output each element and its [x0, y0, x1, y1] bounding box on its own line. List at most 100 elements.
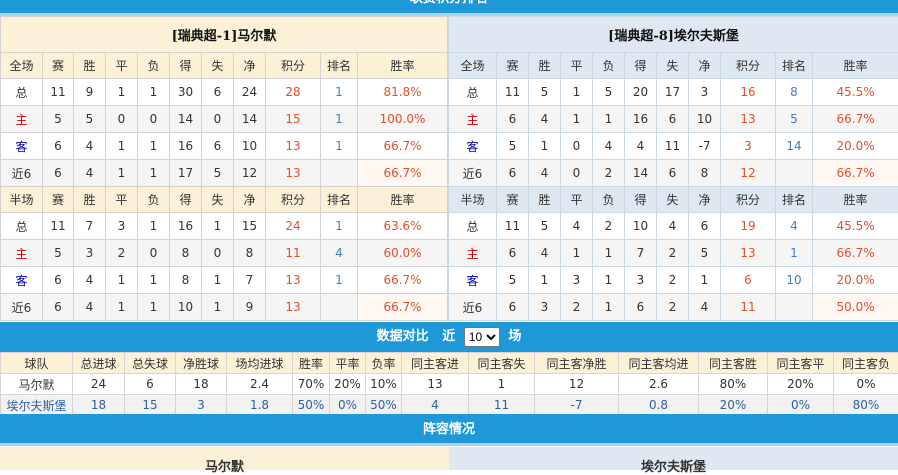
column-header: 净	[234, 187, 266, 213]
column-header: 排名	[776, 187, 813, 213]
cell: 12	[721, 160, 776, 187]
compare-header: 同主客负	[834, 353, 898, 374]
cell: 总	[1, 213, 43, 240]
cell: 4	[529, 160, 561, 187]
cell: 6	[657, 160, 689, 187]
column-header: 平	[106, 53, 138, 79]
cell: 14	[625, 160, 657, 187]
cell: 8	[234, 240, 266, 267]
compare-header: 平率	[330, 353, 366, 374]
column-header: 胜	[529, 187, 561, 213]
cell: 5	[689, 240, 721, 267]
cell: 1	[776, 240, 813, 267]
column-header: 胜	[529, 53, 561, 79]
compare-header: 同主客均进	[619, 353, 699, 374]
cell: 0	[106, 106, 138, 133]
cell: 11	[266, 240, 321, 267]
cell: 11	[657, 133, 689, 160]
cell: 1	[106, 267, 138, 294]
column-header: 积分	[266, 53, 321, 79]
cell: 1	[529, 267, 561, 294]
cell: 10	[625, 213, 657, 240]
cell: 11	[43, 79, 74, 106]
cell: 28	[266, 79, 321, 106]
column-header: 排名	[776, 53, 813, 79]
cell: 16	[170, 133, 202, 160]
cell: 66.7%	[813, 240, 898, 267]
team-link[interactable]: 埃尔夫斯堡	[1, 395, 73, 416]
cell: 9	[234, 294, 266, 321]
cell: 主	[449, 106, 497, 133]
cell: 4	[321, 240, 358, 267]
cell: 20.0%	[813, 133, 898, 160]
compare-header: 净胜球	[176, 353, 227, 374]
cell: 3	[106, 213, 138, 240]
column-header: 失	[202, 187, 234, 213]
match-count-select[interactable]: 10	[464, 327, 500, 347]
compare-header: 同主客净胜	[535, 353, 619, 374]
cell: 12	[234, 160, 266, 187]
cell: 1	[138, 213, 170, 240]
cell: 81.8%	[358, 79, 448, 106]
cell: 13	[721, 106, 776, 133]
cell: 6	[657, 106, 689, 133]
compare-header: 同主客胜	[699, 353, 768, 374]
cell	[321, 294, 358, 321]
cell: 66.7%	[813, 160, 898, 187]
cell: 18	[73, 395, 125, 416]
compare-header: 同主客失	[469, 353, 535, 374]
cell: 63.6%	[358, 213, 448, 240]
cell: 14	[170, 106, 202, 133]
cell: 66.7%	[813, 106, 898, 133]
cell: 20%	[699, 395, 768, 416]
cell: 2	[657, 240, 689, 267]
team-title: [瑞典超-8]埃尔夫斯堡	[449, 17, 898, 53]
cell: 16	[721, 79, 776, 106]
column-header: 胜	[74, 53, 106, 79]
cell: 80%	[699, 374, 768, 395]
cell: 4	[657, 213, 689, 240]
cell: 5	[43, 240, 74, 267]
cell: 4	[74, 267, 106, 294]
cell: 7	[625, 240, 657, 267]
column-header: 负	[138, 53, 170, 79]
column-header: 排名	[321, 187, 358, 213]
compare-header: 同主客平	[768, 353, 834, 374]
cell	[776, 294, 813, 321]
cell: 2	[657, 267, 689, 294]
cell: 6	[202, 79, 234, 106]
cell: 1	[106, 133, 138, 160]
column-header: 积分	[721, 187, 776, 213]
cell: 1	[106, 79, 138, 106]
cell	[321, 160, 358, 187]
cell: 11	[497, 79, 529, 106]
column-header: 失	[657, 53, 689, 79]
cell: 60.0%	[358, 240, 448, 267]
team-link[interactable]: 马尔默	[1, 374, 73, 395]
cell: 13	[266, 133, 321, 160]
column-header: 积分	[721, 53, 776, 79]
cell: 16	[170, 213, 202, 240]
column-header: 净	[689, 53, 721, 79]
cell: 8	[170, 240, 202, 267]
cell: 6	[43, 294, 74, 321]
cell: 20	[625, 79, 657, 106]
cell: 3	[529, 294, 561, 321]
cell: 2	[593, 213, 625, 240]
cell: 10	[234, 133, 266, 160]
compare-header: 负率	[366, 353, 402, 374]
column-header-row: 全场赛胜平负得失净积分排名胜率	[449, 53, 898, 79]
cell: 6	[43, 267, 74, 294]
cell: 3	[689, 79, 721, 106]
cell: 5	[74, 106, 106, 133]
cell: 50.0%	[813, 294, 898, 321]
lineup-home-team: 马尔默	[0, 447, 449, 470]
cell: 2	[106, 240, 138, 267]
cell: 3	[561, 267, 593, 294]
column-header: 失	[657, 187, 689, 213]
column-header: 赛	[497, 187, 529, 213]
